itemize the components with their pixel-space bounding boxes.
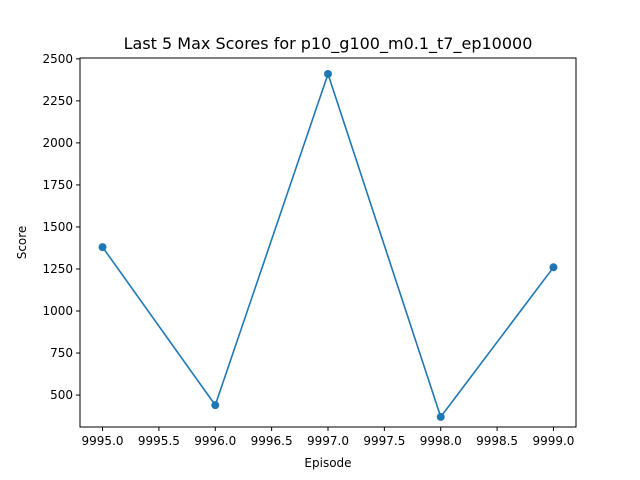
- chart-title: Last 5 Max Scores for p10_g100_m0.1_t7_e…: [124, 34, 533, 54]
- x-tick-label: 9998.0: [420, 434, 462, 448]
- y-tick-label: 500: [50, 388, 73, 402]
- y-tick-label: 1750: [42, 178, 73, 192]
- x-tick-label: 9996.0: [194, 434, 236, 448]
- data-point: [549, 263, 558, 272]
- data-point: [324, 69, 332, 78]
- data-point: [98, 243, 107, 252]
- y-tick-label: 2000: [42, 136, 73, 150]
- y-tick-label: 2250: [42, 94, 73, 108]
- x-axis-label: Episode: [304, 456, 351, 470]
- x-tick-label: 9995.0: [82, 434, 124, 448]
- data-point: [436, 412, 445, 421]
- x-tick-label: 9998.5: [476, 434, 518, 448]
- y-tick-label: 2500: [42, 52, 73, 66]
- y-tick-label: 1500: [42, 220, 73, 234]
- x-tick-label: 9997.5: [363, 434, 405, 448]
- y-axis-label: Score: [15, 226, 29, 260]
- x-tick-label: 9999.0: [532, 434, 574, 448]
- x-tick-label: 9996.5: [251, 434, 293, 448]
- x-tick-label: 9995.5: [138, 434, 180, 448]
- plot-area: [98, 69, 558, 421]
- y-tick-label: 1250: [42, 262, 73, 276]
- y-tick-label: 1000: [42, 304, 73, 318]
- y-tick-label: 750: [50, 346, 73, 360]
- data-point: [211, 401, 220, 410]
- x-tick-label: 9997.0: [307, 434, 349, 448]
